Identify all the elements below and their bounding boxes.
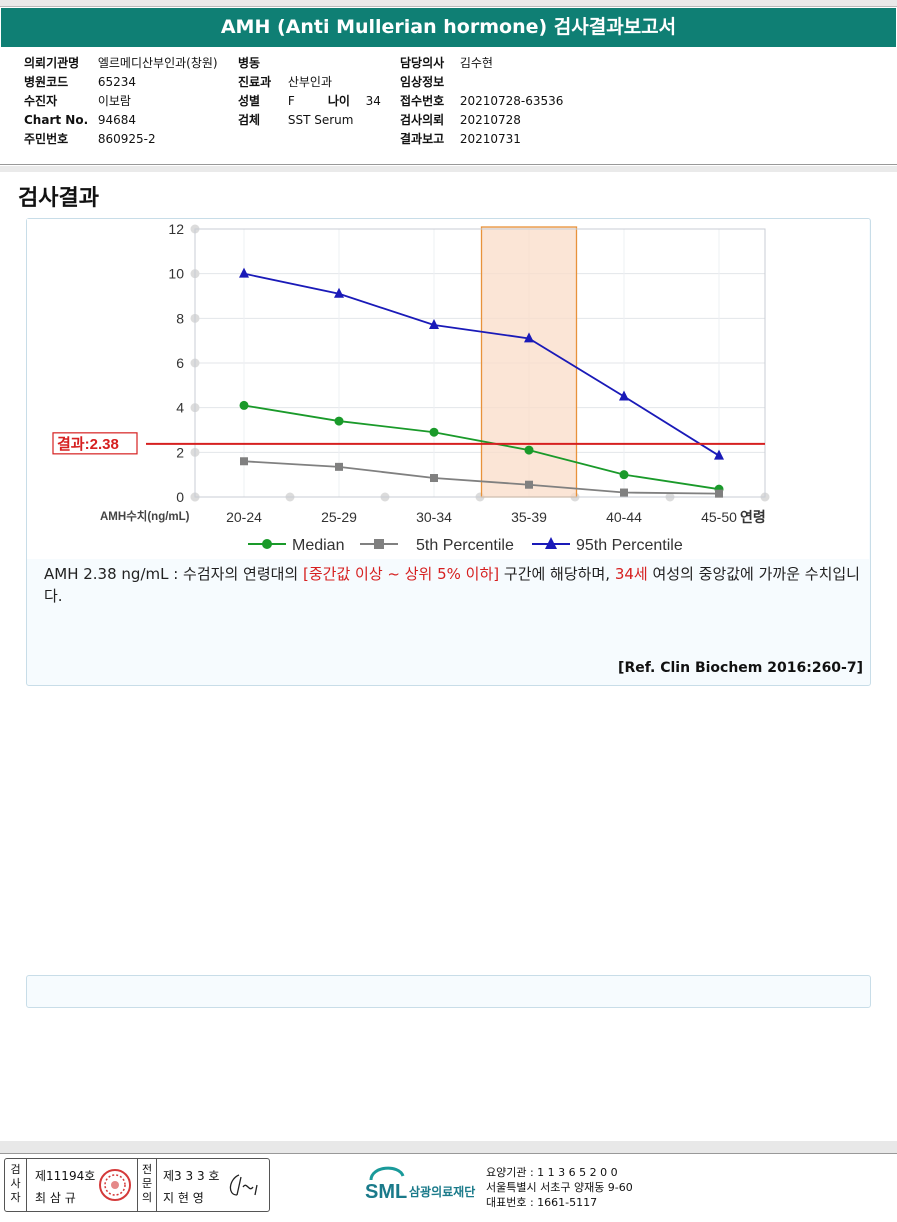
hospital-code-row: 병원코드 65234	[24, 73, 218, 92]
sex-label: 성별	[238, 94, 261, 108]
receipt-no-value: 20210728-63536	[459, 94, 564, 108]
info-column-2: 병동 진료과 산부인과 성별 F 나이 34 검체 SST Serum	[238, 54, 381, 130]
chart-no-value: 94684	[97, 113, 137, 127]
institution-row: 의뢰기관명 엘르메디산부인과(창원)	[24, 54, 218, 73]
doctor-row: 담당의사 김수현	[400, 54, 563, 73]
examiner-license: 제11194호	[35, 1169, 96, 1183]
request-date-row: 검사의뢰 20210728	[400, 111, 563, 130]
request-date-value: 20210728	[459, 113, 521, 127]
desc-age: 34세	[614, 565, 648, 583]
result-description: AMH 2.38 ng/mL : 수검자의 연령대의 [중간값 이상 ~ 상위 …	[44, 563, 864, 607]
chart-no-row: Chart No. 94684	[24, 111, 218, 130]
organization-address: 서울특별시 서초구 양재동 9-60	[486, 1181, 633, 1194]
signature-box: 검 사 자 제11194호 최 삼 규 전 문 의 제3 3 3 호 지 현 영	[4, 1158, 270, 1212]
age-value: 34	[365, 94, 381, 108]
chart-no-label: Chart No.	[24, 113, 89, 127]
section-title: 검사결과	[18, 186, 99, 211]
sml-logo-icon: SML 삼광의료재단	[365, 1166, 475, 1203]
ward-label: 병동	[238, 56, 261, 70]
clinical-info-row: 임상정보	[400, 73, 563, 92]
specialist-char-3: 의	[141, 1191, 153, 1204]
reference-citation: [Ref. Clin Biochem 2016:260-7]	[618, 660, 863, 676]
info-column-3: 담당의사 김수현 임상정보 접수번호 20210728-63536 검사의뢰 2…	[400, 54, 563, 149]
resident-no-row: 주민번호 860925-2	[24, 130, 218, 149]
specialist-license: 제3 3 3 호	[163, 1169, 220, 1183]
sex-value: F	[287, 94, 295, 108]
report-date-value: 20210731	[459, 132, 521, 146]
examiner-vertical-label: 검 사 자	[5, 1159, 27, 1211]
specimen-row: 검체 SST Serum	[238, 111, 381, 130]
desc-range: [중간값 이상 ~ 상위 5% 이하]	[303, 565, 500, 583]
report-title: AMH (Anti Mullerian hormone) 검사결과보고서	[1, 8, 896, 47]
department-label: 진료과	[238, 75, 272, 89]
desc-part-1: AMH 2.38 ng/mL : 수검자의 연령대의	[44, 565, 303, 583]
examiner-char-3: 자	[10, 1191, 21, 1204]
doctor-value: 김수현	[459, 56, 493, 70]
department-row: 진료과 산부인과	[238, 73, 381, 92]
specialist-name: 지 현 영	[163, 1191, 204, 1205]
desc-part-3: 구간에 해당하며,	[499, 565, 615, 583]
organization-info: 요양기관 : 1 1 3 6 5 2 0 0 서울특별시 서초구 양재동 9-6…	[486, 1165, 633, 1210]
report-date-label: 결과보고	[400, 132, 445, 146]
resident-no-value: 860925-2	[97, 132, 156, 146]
logo-text: SML	[365, 1181, 407, 1203]
examiner-name: 최 삼 규	[35, 1191, 76, 1205]
hospital-code-value: 65234	[97, 75, 137, 89]
ward-row: 병동	[238, 54, 381, 73]
comment-panel	[26, 975, 871, 1008]
institution-value: 엘르메디산부인과(창원)	[97, 56, 218, 70]
specialist-vertical-label: 전 문 의	[137, 1159, 157, 1211]
patient-row: 수진자 이보람	[24, 92, 218, 111]
top-border	[0, 0, 897, 7]
organization-name: 삼광의료재단	[409, 1184, 475, 1199]
organization-logo: SML 삼광의료재단	[365, 1162, 483, 1210]
specimen-value: SST Serum	[287, 113, 354, 127]
receipt-no-label: 접수번호	[400, 94, 445, 108]
age-label: 나이	[327, 94, 350, 108]
examiner-char-2: 사	[10, 1177, 21, 1190]
footer-divider	[0, 1141, 897, 1154]
report-date-row: 결과보고 20210731	[400, 130, 563, 149]
examiner-char-1: 검	[10, 1163, 21, 1176]
doctor-label: 담당의사	[400, 56, 445, 70]
header-divider	[0, 164, 897, 165]
request-date-label: 검사의뢰	[400, 113, 445, 127]
department-value: 산부인과	[287, 75, 332, 89]
organization-id: 요양기관 : 1 1 3 6 5 2 0 0	[486, 1166, 618, 1179]
institution-label: 의뢰기관명	[24, 56, 80, 70]
specialist-char-1: 전	[141, 1163, 153, 1176]
info-column-1: 의뢰기관명 엘르메디산부인과(창원) 병원코드 65234 수진자 이보람 Ch…	[24, 54, 218, 149]
hospital-code-label: 병원코드	[24, 75, 69, 89]
specimen-label: 검체	[238, 113, 261, 127]
signature-icon	[229, 1174, 258, 1196]
desc-part-5: 여성의 중앙값에 가까운 수치입니다.	[44, 565, 860, 605]
patient-value: 이보람	[97, 94, 131, 108]
organization-phone: 대표번호 : 1661-5117	[486, 1196, 598, 1209]
patient-label: 수진자	[24, 94, 58, 108]
resident-no-label: 주민번호	[24, 132, 69, 146]
chart-background	[27, 219, 869, 559]
specialist-char-2: 문	[141, 1177, 153, 1190]
clinical-info-label: 임상정보	[400, 75, 445, 89]
receipt-no-row: 접수번호 20210728-63536	[400, 92, 563, 111]
seal-stamp-icon	[99, 1169, 131, 1201]
header-divider-band	[0, 166, 897, 172]
sex-age-row: 성별 F 나이 34	[238, 92, 381, 111]
